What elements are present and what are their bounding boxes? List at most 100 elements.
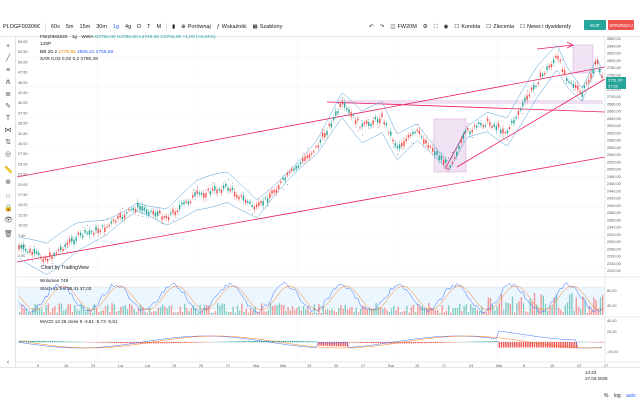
histogram-bar (311, 341, 313, 343)
log-toggle[interactable]: log (614, 393, 621, 399)
price-axis-label: 2620,00 (607, 124, 621, 128)
trend-line-icon[interactable]: ╱ (5, 55, 11, 62)
histogram-bar (100, 342, 102, 343)
histogram-bar (503, 342, 505, 348)
volume-bar (386, 310, 388, 315)
interval-30m[interactable]: 30m (96, 24, 107, 30)
interval-m[interactable]: M (156, 24, 162, 30)
pattern-icon[interactable]: ⋈ (4, 127, 12, 134)
indicators-label: Wskaźniki (221, 24, 247, 30)
histogram-bar (225, 341, 228, 343)
histogram-bar (267, 340, 269, 343)
trash-icon[interactable]: 🗑 (4, 231, 13, 238)
histogram-bar (419, 342, 421, 344)
indicators-button[interactable]: ƒ Wskaźniki (214, 24, 250, 30)
volume-label[interactable]: Wolumen (40, 278, 60, 283)
settings-icon[interactable]: ⚙ (422, 24, 428, 30)
redo-icon[interactable]: ↷ (379, 24, 385, 30)
volume-bar (408, 312, 410, 315)
fullscreen-icon[interactable]: ⛶ (433, 23, 438, 30)
buy-button[interactable]: KUP (584, 20, 606, 30)
histogram-bar (104, 342, 107, 343)
legend-bb[interactable]: BB 20 2 (40, 49, 58, 55)
lock-icon[interactable]: 🔒 (4, 205, 13, 212)
ruler-icon[interactable]: 📏 (4, 167, 13, 174)
legend-title[interactable]: FW20M2520 · 1g · WWA (40, 35, 94, 40)
candle-body (409, 134, 412, 137)
interval-4g[interactable]: 4g (125, 24, 132, 30)
undo-icon[interactable]: ↶ (369, 24, 374, 30)
left-axis-label: 42.50 (18, 91, 28, 95)
candle-body (216, 189, 218, 194)
templates-button[interactable]: ▦ Szablony (250, 24, 286, 30)
interval-1g[interactable]: 1g (112, 24, 120, 30)
candle-body (152, 210, 154, 215)
time-axis[interactable]: 9 16 23 Lut Lut 13 20 27 Mar Mar 13 20 27 Kwi 10 17 24 Ma… (37, 364, 608, 367)
histogram-bar (102, 342, 104, 343)
horizontal-line-icon[interactable]: ≡ (5, 67, 11, 74)
percent-toggle[interactable]: % (604, 393, 609, 399)
histogram-bar (250, 341, 252, 343)
auto-toggle[interactable]: auto (626, 393, 636, 399)
candles-icon[interactable]: ▮ (172, 24, 176, 30)
camera-icon[interactable]: ◉ (443, 24, 449, 30)
interval-15m[interactable]: 15m (79, 24, 91, 30)
volume-bar (384, 307, 386, 315)
eye-icon[interactable]: 👁 (4, 217, 13, 224)
candle-body (596, 60, 599, 64)
magnet-icon[interactable]: ∩ (5, 193, 11, 200)
volume-bar (518, 301, 520, 315)
correction-toggle[interactable]: ☐ Korekta (454, 24, 481, 30)
volume-bar (71, 311, 74, 315)
volume-bar (21, 304, 23, 315)
candle-body (275, 189, 278, 193)
stoch-label[interactable]: Stoch 21 5 8 (40, 286, 66, 291)
candle-body (513, 119, 515, 124)
volume-bar (109, 311, 111, 315)
orders-toggle[interactable]: ☐ Zlecenia (486, 24, 515, 30)
candle-body (506, 130, 509, 133)
candle-body (49, 252, 51, 257)
price-axis[interactable]: 2860,00 2840,00 2820,00 2800,00 2780,00 2760,… (607, 37, 621, 273)
text-icon[interactable]: T (5, 115, 11, 122)
symbol-search[interactable]: PLOGF00306€ (3, 24, 40, 30)
interval-d[interactable]: D (137, 24, 142, 30)
sell-button[interactable]: SPRZEDAJ (608, 20, 634, 30)
left-axis-label: 7.50 (18, 234, 25, 238)
volume-bar (155, 311, 157, 315)
fib-icon[interactable]: ≣ (5, 91, 11, 98)
interval-t[interactable]: T (147, 24, 151, 30)
histogram-bar (47, 341, 49, 343)
volume-bar (476, 310, 478, 315)
interval-60s[interactable]: 60s (51, 24, 60, 30)
volume-bar (551, 305, 553, 315)
histogram-bar (133, 342, 135, 344)
shapes-icon[interactable]: ◎ (4, 151, 12, 158)
candle-body (379, 118, 381, 124)
candle-body (130, 209, 132, 211)
chart-canvas[interactable]: Chart by TradingView 9 16 23 Lut Lut 13 20 27 Ma… (17, 37, 640, 367)
pitchfork-icon[interactable]: ⋔ (5, 79, 11, 86)
forecast-icon[interactable]: ⇅ (5, 139, 11, 146)
compare-button[interactable]: ⊕ Porównaj (178, 24, 214, 30)
histogram-bar (120, 342, 122, 344)
volume-bar (289, 310, 291, 315)
zoom-icon[interactable]: ⊕ (5, 179, 11, 186)
left-axis-label: 10.00 (18, 224, 28, 228)
price-axis-label: 2280,00 (607, 247, 621, 251)
macd-label[interactable]: MACD 12 26 close 9 (40, 319, 83, 324)
interval-5m[interactable]: 5m (65, 24, 74, 30)
highlight-box[interactable] (572, 44, 594, 74)
histogram-bar (32, 340, 34, 343)
legend-sar[interactable]: SAR 0,02 0,02 0,2 (40, 56, 80, 62)
symbol-short[interactable]: ◫ FW20M (390, 24, 417, 30)
arrow-left-icon[interactable]: ‹ (6, 359, 10, 366)
histogram-bar (107, 342, 109, 343)
news-toggle[interactable]: ☐ News i dywidendy (520, 24, 571, 30)
crosshair-icon[interactable]: + (5, 43, 11, 50)
clock-date: 27.03.2025 (585, 376, 608, 381)
brush-icon[interactable]: ✎ (5, 103, 11, 110)
histogram-bar (236, 341, 239, 343)
histogram-bar (518, 342, 520, 348)
highlight-band[interactable] (337, 100, 603, 104)
